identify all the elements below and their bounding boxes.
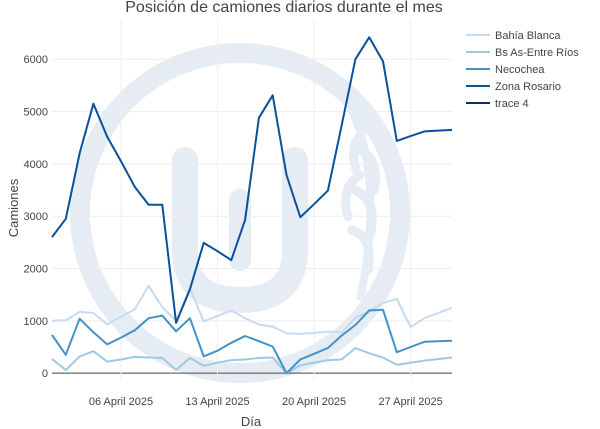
legend-item-label: Bahía Blanca <box>495 30 561 42</box>
watermark-logo <box>70 43 410 383</box>
y-tick-label: 0 <box>42 368 48 380</box>
gridlines <box>52 20 452 381</box>
legend-item-label: trace 4 <box>495 98 529 110</box>
legend: Bahía Blanca Bs As-Entre Ríos Necochea Zona… <box>466 30 579 110</box>
y-tick-label: 3000 <box>24 211 48 223</box>
legend-item-label: Zona Rosario <box>495 81 561 93</box>
legend-item-label: Bs As-Entre Ríos <box>495 47 579 59</box>
series-line-bah-a-blanca <box>51 284 453 335</box>
x-axis-title: Día <box>241 414 262 429</box>
x-tick-label: 20 April 2025 <box>282 396 346 408</box>
y-tick-label: 2000 <box>24 264 48 276</box>
legend-item-label: Necochea <box>495 64 545 76</box>
series-lines <box>51 36 453 375</box>
series-line-necochea <box>51 308 453 375</box>
y-axis-title: Camiones <box>6 178 21 237</box>
chart-title: Posición de camiones diarios durante el … <box>125 0 443 16</box>
y-tick-label: 6000 <box>24 54 48 66</box>
y-tick-label: 4000 <box>24 159 48 171</box>
x-tick-label: 13 April 2025 <box>185 396 249 408</box>
x-tick-label: 06 April 2025 <box>89 396 153 408</box>
axis-ticks: 0 1000 2000 3000 4000 5000 6000 06 April 2025 13… <box>24 54 443 408</box>
series-line-bs-as-entre-r-os <box>51 347 453 375</box>
x-tick-label: 27 April 2025 <box>379 396 443 408</box>
series-line-zona-rosario <box>51 36 453 324</box>
y-tick-label: 5000 <box>24 107 48 119</box>
y-tick-label: 1000 <box>24 316 48 328</box>
